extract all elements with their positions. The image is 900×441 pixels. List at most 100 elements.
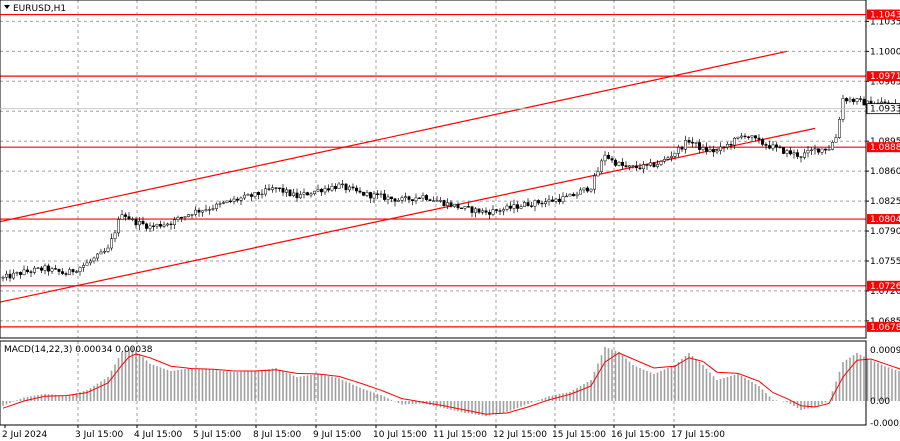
candle-body [393, 198, 397, 202]
time-label-8: 12 Jul 15:00 [493, 430, 547, 440]
candle-body [544, 201, 547, 204]
candle-body [803, 152, 806, 158]
candle-body [131, 218, 134, 220]
candle-body [138, 220, 141, 226]
macd-axis-label-1: 0.00 [870, 397, 890, 407]
candle-body [309, 193, 313, 196]
candle-body [642, 164, 645, 170]
candle-body [505, 205, 509, 210]
candle-body [47, 265, 50, 272]
level-label-3: 1.0804 [870, 215, 900, 225]
candle-body [810, 149, 813, 151]
time-label-9: 15 Jul 15:00 [552, 430, 606, 440]
candle-body [425, 195, 428, 200]
dropdown-triangle-icon[interactable] [4, 5, 10, 9]
candle-body [358, 190, 362, 193]
level-label-5: 1.0678 [870, 323, 900, 333]
candle-body [82, 265, 85, 268]
time-label-0: 2 Jul 2024 [2, 430, 47, 440]
price-tick-label-7: 1.0790 [870, 227, 900, 237]
candle-body [169, 223, 173, 226]
macd-axis-label-0: 0.00092 [870, 346, 900, 356]
candle-body [673, 153, 677, 157]
candle-body [740, 135, 743, 138]
candle-body [260, 193, 264, 196]
candle-body [547, 199, 551, 202]
candle-body [180, 217, 183, 219]
candle-body [747, 136, 750, 138]
candle-body [754, 135, 757, 139]
candle-body [302, 192, 306, 195]
candle-body [799, 156, 803, 158]
time-label-1: 3 Jul 15:00 [75, 430, 124, 440]
candle-body [33, 267, 36, 273]
candle-body [54, 268, 57, 270]
candle-body [652, 162, 656, 167]
candle-body [19, 272, 22, 275]
candle-body [614, 159, 617, 166]
symbol-header[interactable]: EURUSD,H1 [4, 4, 66, 14]
candle-body [649, 162, 652, 166]
candle-body [36, 267, 40, 269]
candle-body [404, 196, 407, 198]
candle-body [600, 160, 603, 172]
candle-body [691, 142, 694, 144]
channel-upper-line [0, 50, 788, 223]
candle-body [838, 119, 841, 138]
candle-body [372, 193, 376, 199]
candle-body [453, 203, 456, 207]
candle-body [208, 209, 211, 211]
candle-body [421, 195, 425, 199]
time-label-10: 16 Jul 15:00 [611, 430, 665, 440]
candle-body [166, 223, 169, 226]
candle-body [267, 188, 271, 190]
candle-body [677, 147, 680, 154]
candle-body [355, 187, 358, 192]
candle-body [229, 200, 232, 202]
candle-body [432, 200, 435, 202]
candle-body [778, 146, 782, 148]
candle-body [222, 202, 225, 204]
candle-body [446, 202, 449, 206]
candle-body [621, 161, 624, 166]
current-price-box [866, 103, 900, 115]
candle-body [344, 183, 348, 191]
candle-body [477, 208, 481, 213]
candle-body [428, 199, 432, 201]
candle-body [418, 197, 421, 199]
level-label-box-5 [867, 321, 900, 332]
candle-body [341, 183, 344, 186]
candle-body [764, 144, 768, 146]
candle-body [183, 216, 187, 218]
candle-body [551, 199, 554, 202]
price-tick-label-6: 1.0825 [870, 197, 900, 207]
candle-body [29, 271, 33, 273]
candle-body [99, 251, 103, 255]
candle-body [292, 192, 295, 196]
candle-body [757, 137, 761, 140]
candle-body [134, 218, 138, 226]
candle-body [89, 260, 92, 264]
candle-body [106, 247, 110, 252]
candle-body [348, 186, 351, 191]
candle-body [771, 144, 775, 149]
channel-lower-line [0, 127, 816, 303]
candle-body [435, 200, 439, 202]
candle-body [330, 186, 334, 191]
level-label-box-0 [867, 9, 900, 20]
level-label-4: 1.0726 [870, 282, 900, 292]
candle-body [334, 186, 337, 189]
candle-body [320, 188, 323, 193]
candle-body [365, 192, 369, 196]
candle-body [593, 175, 596, 190]
candle-body [449, 202, 453, 207]
candle-body [502, 209, 505, 212]
candle-body [173, 219, 176, 226]
candle-body [113, 232, 117, 239]
candle-body [516, 204, 519, 209]
candle-body [306, 192, 309, 196]
candle-body [575, 193, 579, 197]
candle-body [659, 161, 663, 165]
candle-body [834, 137, 838, 143]
